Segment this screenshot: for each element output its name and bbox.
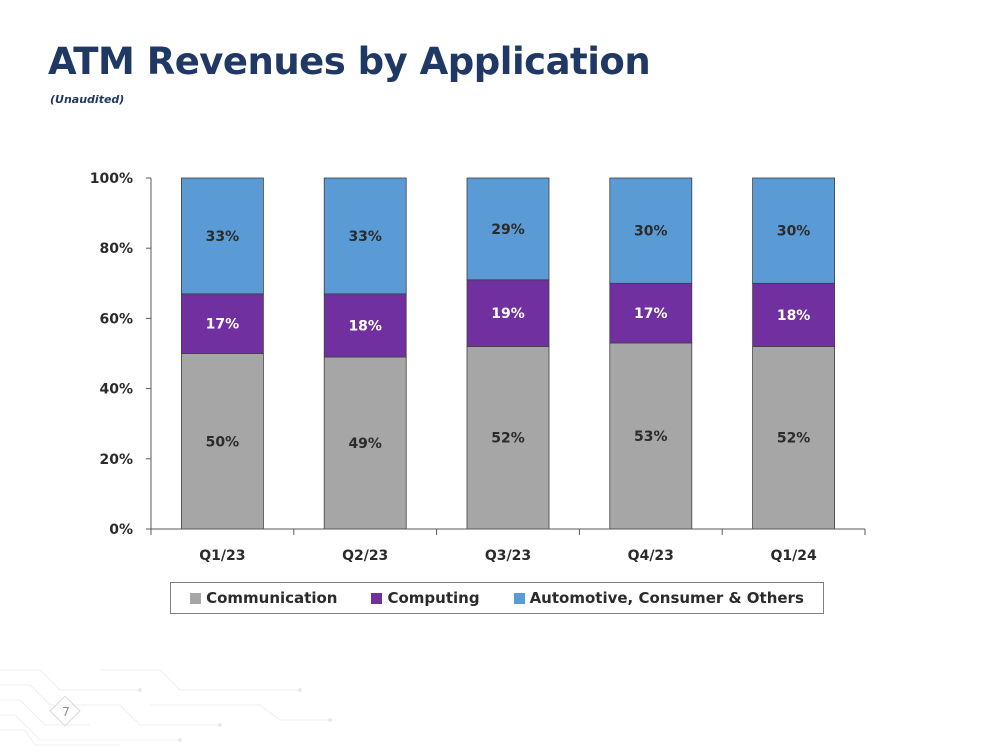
legend-swatch-computing [371,592,383,604]
chart-legend: Communication Computing Automotive, Cons… [170,582,824,614]
stacked-bar-chart: 50% 17% 33% 49% 18% 33% 52% 19% 29% 53% 17% 30% 52% 1… [90,171,866,564]
bar-1-1 [323,293,407,358]
bar-2-3 [609,177,693,284]
page-subtitle: (Unaudited) [50,93,125,106]
data-label-2-3: 30% [634,224,668,240]
y-tick-label: 60% [99,311,133,327]
legend-item-automotive: Automotive, Consumer & Others [513,589,804,607]
data-label-1-4: 18% [777,308,811,324]
data-label-1-0: 17% [206,317,240,333]
legend-item-computing: Computing [371,589,480,607]
y-tick-label: 40% [99,382,133,398]
y-tick-label: 100% [90,171,133,187]
legend-swatch-automotive [513,592,525,604]
legend-label-computing: Computing [387,589,480,607]
data-label-0-3: 53% [634,429,668,445]
bar-0-0 [180,353,264,530]
page-title: ATM Revenues by Application [48,40,651,83]
bar-1-0 [180,293,264,354]
bar-1-4 [752,282,835,347]
x-tick-label: Q1/23 [199,548,245,564]
legend-item-communication: Communication [190,589,337,607]
data-label-1-3: 17% [634,306,668,322]
x-tick-label: Q3/23 [485,548,531,564]
data-label-0-2: 52% [491,431,525,447]
y-tick-label: 80% [99,241,133,257]
bar-2-0 [180,177,264,295]
page-number: 7 [62,705,70,719]
data-label-2-2: 29% [491,222,525,238]
bar-0-3 [609,342,693,530]
legend-swatch-communication [190,592,202,604]
legend-label-communication: Communication [206,589,338,607]
bar-1-3 [609,282,693,344]
x-tick-label: Q2/23 [342,548,388,564]
y-tick-label: 0% [109,522,133,538]
legend-label-automotive: Automotive, Consumer & Others [529,589,804,607]
circuit-decoration [0,669,332,746]
data-label-0-4: 52% [777,431,811,447]
x-tick-label: Q4/23 [628,548,674,564]
data-label-1-2: 19% [491,306,525,322]
bar-0-2 [466,346,550,530]
data-label-0-1: 49% [348,436,382,452]
bar-0-4 [752,346,835,530]
y-tick-label: 20% [99,452,133,468]
bar-2-2 [466,177,550,281]
data-label-2-4: 30% [777,224,811,240]
bar-2-4 [752,177,835,284]
bar-2-1 [323,177,407,295]
x-tick-label: Q1/24 [770,548,816,564]
data-label-2-0: 33% [206,229,240,245]
data-label-2-1: 33% [348,229,382,245]
data-label-1-1: 18% [348,318,382,334]
data-label-0-0: 50% [206,434,240,450]
